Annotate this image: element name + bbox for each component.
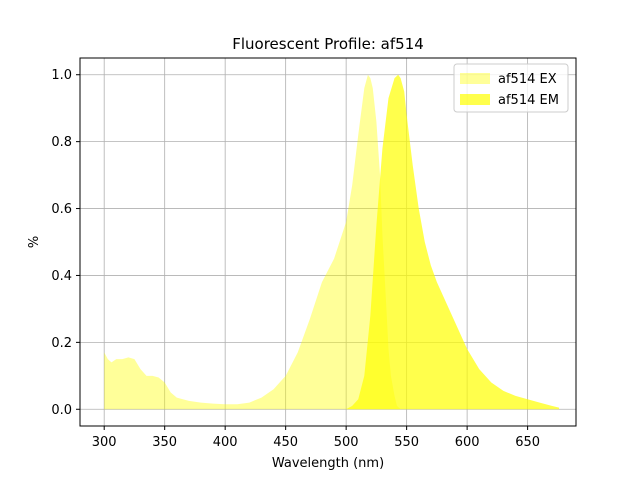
x-tick-label: 400 [213, 435, 238, 450]
legend-label: af514 EX [498, 72, 557, 87]
y-axis-label: % [27, 236, 42, 248]
x-tick-label: 450 [273, 435, 298, 450]
y-tick-label: 0.8 [51, 135, 72, 150]
x-tick-label: 300 [92, 435, 117, 450]
x-tick-label: 500 [334, 435, 359, 450]
y-tick-label: 0.4 [51, 269, 72, 284]
legend: af514 EX af514 EM [453, 63, 569, 113]
y-tick-label: 0.2 [51, 336, 72, 351]
x-tick-label: 600 [455, 435, 480, 450]
plot-frame [79, 57, 577, 427]
chart-title: Fluorescent Profile: af514 [232, 35, 424, 53]
y-tick-label: 0.0 [51, 403, 72, 418]
x-axis-label: Wavelength (nm) [272, 456, 384, 471]
axes-ticks: 300 350 400 450 500 550 600 650 0.0 0.2 0.4 0.6 0.8 1… [51, 68, 540, 450]
legend-swatch [460, 94, 490, 105]
y-tick-label: 0.6 [51, 202, 72, 217]
x-tick-label: 650 [515, 435, 540, 450]
y-tick-label: 1.0 [51, 68, 72, 83]
legend-label: af514 EM [498, 93, 559, 108]
series-area-1 [104, 74, 401, 410]
x-tick-label: 350 [152, 435, 177, 450]
series-area-2 [324, 74, 560, 410]
x-tick-label: 550 [394, 435, 419, 450]
legend-swatch [460, 73, 490, 84]
plot-area [104, 74, 560, 410]
